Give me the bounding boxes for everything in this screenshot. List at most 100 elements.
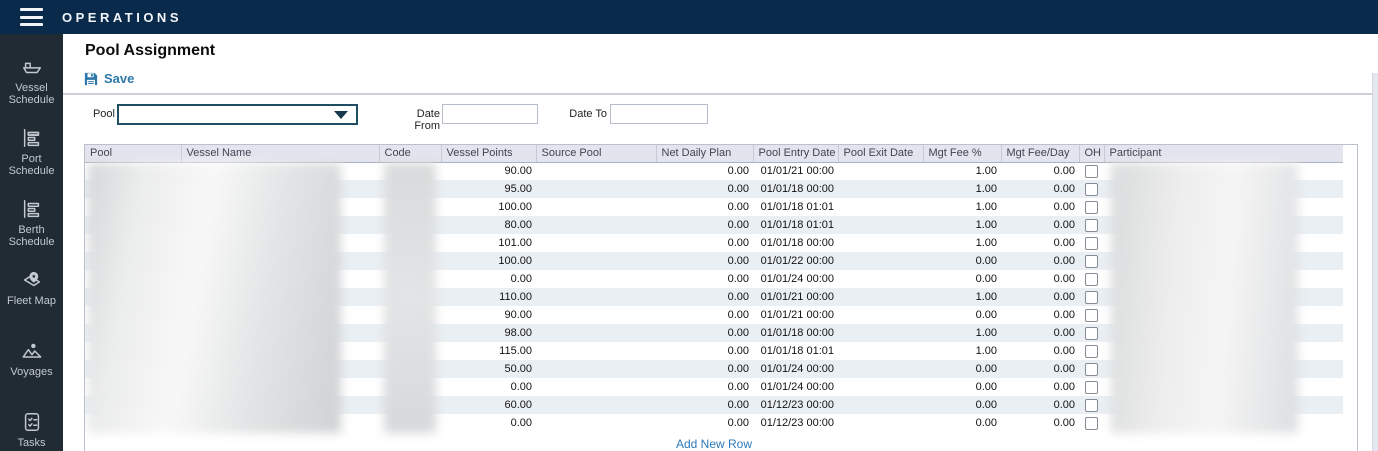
date-to-input[interactable] (610, 104, 708, 124)
net-daily-plan-cell: 0.00 (727, 219, 749, 231)
participant-cell (1104, 414, 1343, 432)
participant-cell (1104, 342, 1343, 360)
vessel-name-cell (181, 234, 379, 252)
route-icon (22, 343, 41, 358)
table-row: 110.00 0.00 01/01/21 00:00 1.00 0.00 (85, 288, 1343, 306)
source-pool-cell (536, 306, 656, 324)
source-pool-cell (536, 360, 656, 378)
mgt-fee-day-cell: 0.00 (1053, 309, 1075, 321)
page-scrollbar[interactable] (1372, 73, 1378, 451)
pool-table-header-row: Pool Vessel Name Code Vessel Points Source P… (85, 145, 1343, 163)
sidebar-item-label: Fleet Map (7, 295, 56, 307)
mgt-fee-day-cell: 0.00 (1053, 327, 1075, 339)
oh-cell (1079, 198, 1104, 216)
save-button[interactable]: Save (84, 71, 134, 86)
column-header: Pool (85, 145, 182, 163)
table-row: 115.00 0.00 01/01/18 01:01 1.00 0.00 (85, 342, 1343, 360)
pool-cell (85, 360, 181, 378)
pool-entry-date-cell: 01/12/23 00:00 (760, 417, 834, 429)
source-pool-cell (536, 378, 656, 396)
oh-checkbox[interactable] (1085, 380, 1098, 394)
vessel-name-cell (181, 162, 379, 180)
participant-cell (1104, 252, 1343, 270)
participant-cell (1104, 360, 1343, 378)
oh-checkbox[interactable] (1085, 218, 1098, 232)
oh-checkbox[interactable] (1085, 272, 1098, 286)
participant-cell (1104, 306, 1343, 324)
vessel-name-cell (181, 342, 379, 360)
mgt-fee-pct-cell: 1.00 (975, 165, 997, 178)
mgt-fee-pct-cell: 0.00 (975, 309, 997, 321)
oh-checkbox[interactable] (1085, 164, 1098, 178)
pool-exit-date-cell (838, 180, 923, 198)
vessel-name-cell (181, 396, 379, 414)
sidebar-item-berth-schedule[interactable]: Berth Schedule (0, 198, 63, 269)
oh-checkbox[interactable] (1085, 254, 1098, 268)
oh-cell (1079, 180, 1104, 198)
oh-checkbox[interactable] (1085, 416, 1098, 430)
gantt-icon (23, 200, 39, 218)
table-row: 60.00 0.00 01/12/23 00:00 0.00 0.00 (85, 396, 1343, 414)
code-cell (379, 360, 441, 378)
sidebar-item-tasks[interactable]: Tasks (0, 411, 63, 451)
oh-checkbox[interactable] (1085, 236, 1098, 250)
oh-cell (1079, 270, 1104, 288)
oh-checkbox[interactable] (1085, 344, 1098, 358)
date-from-input[interactable] (442, 104, 538, 124)
mgt-fee-day-cell: 0.00 (1053, 237, 1075, 249)
table-row: 80.00 0.00 01/01/18 01:01 1.00 0.00 (85, 216, 1343, 234)
pool-cell (85, 162, 181, 180)
mgt-fee-day-cell: 0.00 (1053, 183, 1075, 195)
vessel-points-cell: 90.00 (504, 165, 532, 178)
source-pool-cell (536, 198, 656, 216)
pool-exit-date-cell (838, 288, 923, 306)
pool-entry-date-cell: 01/01/18 01:01 (760, 201, 834, 213)
save-label: Save (104, 71, 135, 86)
oh-checkbox[interactable] (1085, 182, 1098, 196)
net-daily-plan-cell: 0.00 (727, 165, 749, 178)
vessel-name-cell (181, 288, 379, 306)
vessel-points-cell: 115.00 (499, 345, 532, 357)
mgt-fee-day-cell: 0.00 (1053, 219, 1075, 231)
mgt-fee-day-cell: 0.00 (1053, 273, 1075, 285)
oh-checkbox[interactable] (1085, 308, 1098, 322)
column-header: Vessel Points (441, 145, 537, 163)
code-cell (379, 252, 441, 270)
code-cell (379, 342, 441, 360)
net-daily-plan-cell: 0.00 (727, 291, 749, 303)
pool-cell (85, 414, 181, 432)
vessel-points-cell: 100.00 (498, 201, 532, 213)
oh-checkbox[interactable] (1085, 326, 1098, 340)
oh-checkbox[interactable] (1085, 290, 1098, 304)
oh-cell (1079, 288, 1104, 306)
sidebar-item-port-schedule[interactable]: Port Schedule (0, 127, 63, 198)
pool-exit-date-cell (838, 360, 923, 378)
column-header: Vessel Name (181, 145, 380, 163)
oh-checkbox[interactable] (1085, 398, 1098, 412)
clipboard-check-icon (24, 413, 39, 431)
pool-select[interactable] (117, 104, 358, 125)
sidebar-item-vessel-schedule[interactable]: Vessel Schedule (0, 56, 63, 127)
participant-cell (1104, 396, 1343, 414)
mgt-fee-pct-cell: 1.00 (975, 219, 997, 231)
oh-checkbox[interactable] (1085, 200, 1098, 214)
oh-checkbox[interactable] (1085, 362, 1098, 376)
sidebar-item-voyages[interactable]: Voyages (0, 340, 63, 411)
source-pool-cell (536, 414, 656, 432)
column-header: Pool Entry Date (753, 145, 839, 163)
source-pool-cell (536, 270, 656, 288)
sidebar-item-label: Voyages (10, 366, 53, 378)
source-pool-cell (536, 324, 656, 342)
hamburger-menu-icon[interactable] (20, 8, 44, 26)
oh-cell (1079, 216, 1104, 234)
chevron-down-icon (334, 110, 348, 119)
oh-cell (1079, 324, 1104, 342)
sidebar-item-fleet-map[interactable]: Fleet Map (0, 269, 63, 340)
mgt-fee-pct-cell: 0.00 (975, 363, 997, 375)
vessel-name-cell (181, 306, 379, 324)
pool-entry-date-cell: 01/01/21 00:00 (760, 165, 834, 178)
add-new-row-link[interactable]: Add New Row (85, 432, 1343, 451)
pool-cell (85, 216, 181, 234)
pool-exit-date-cell (838, 198, 923, 216)
pool-cell (85, 234, 181, 252)
